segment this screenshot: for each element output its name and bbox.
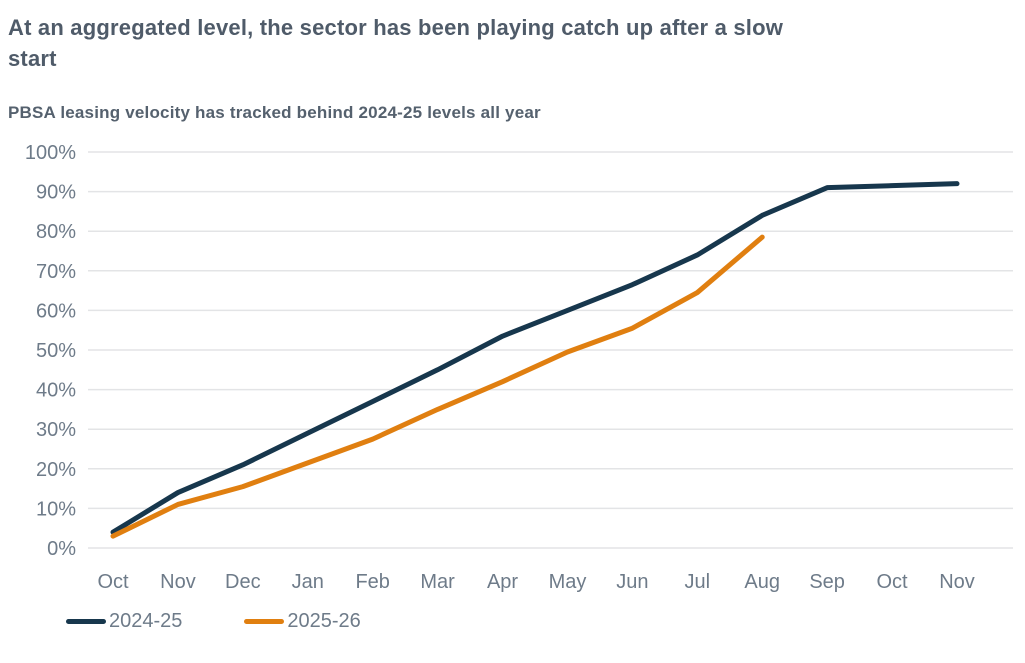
legend-item-2024-25: 2024-25 [66,610,182,633]
chart-legend: 2024-25 2025-26 [66,610,361,633]
y-tick-label: 0% [47,538,76,560]
legend-swatch-2025-26 [244,619,285,624]
y-tick-label: 20% [36,459,76,481]
y-tick-label: 40% [36,380,76,402]
chart-title: At an aggregated level, the sector has b… [8,15,784,71]
x-tick-label: Nov [160,571,196,593]
y-tick-label: 60% [36,300,76,322]
series-line-2024-25 [110,181,960,535]
y-tick-label: 30% [36,419,76,441]
y-tick-label: 100% [25,142,76,164]
y-tick-label: 80% [36,221,76,243]
y-tick-label: 10% [36,498,76,520]
x-tick-label: Nov [939,571,975,593]
x-tick-label: Apr [487,571,518,593]
x-tick-label: Jan [292,571,324,593]
x-tick-label: Jun [616,571,648,593]
x-tick-label: Dec [225,571,261,593]
x-tick-label: May [549,571,587,593]
y-tick-label: 90% [36,182,76,204]
y-tick-label: 50% [36,340,76,362]
y-tick-label: 70% [36,261,76,283]
x-tick-label: Sep [809,571,845,593]
series-line-2025-26 [110,234,765,539]
legend-item-2025-26: 2025-26 [244,610,361,633]
x-tick-label: Feb [355,571,389,593]
chart-subtitle: PBSA leasing velocity has tracked behind… [8,103,541,122]
x-tick-label: Oct [97,571,129,593]
x-tick-label: Oct [877,571,909,593]
legend-label-2025-26: 2025-26 [287,610,361,632]
x-tick-label: Aug [744,571,780,593]
legend-label-2024-25: 2024-25 [109,610,183,632]
legend-swatch-2024-25 [66,619,106,624]
x-tick-label: Mar [420,571,455,593]
x-tick-label: Jul [685,571,711,593]
